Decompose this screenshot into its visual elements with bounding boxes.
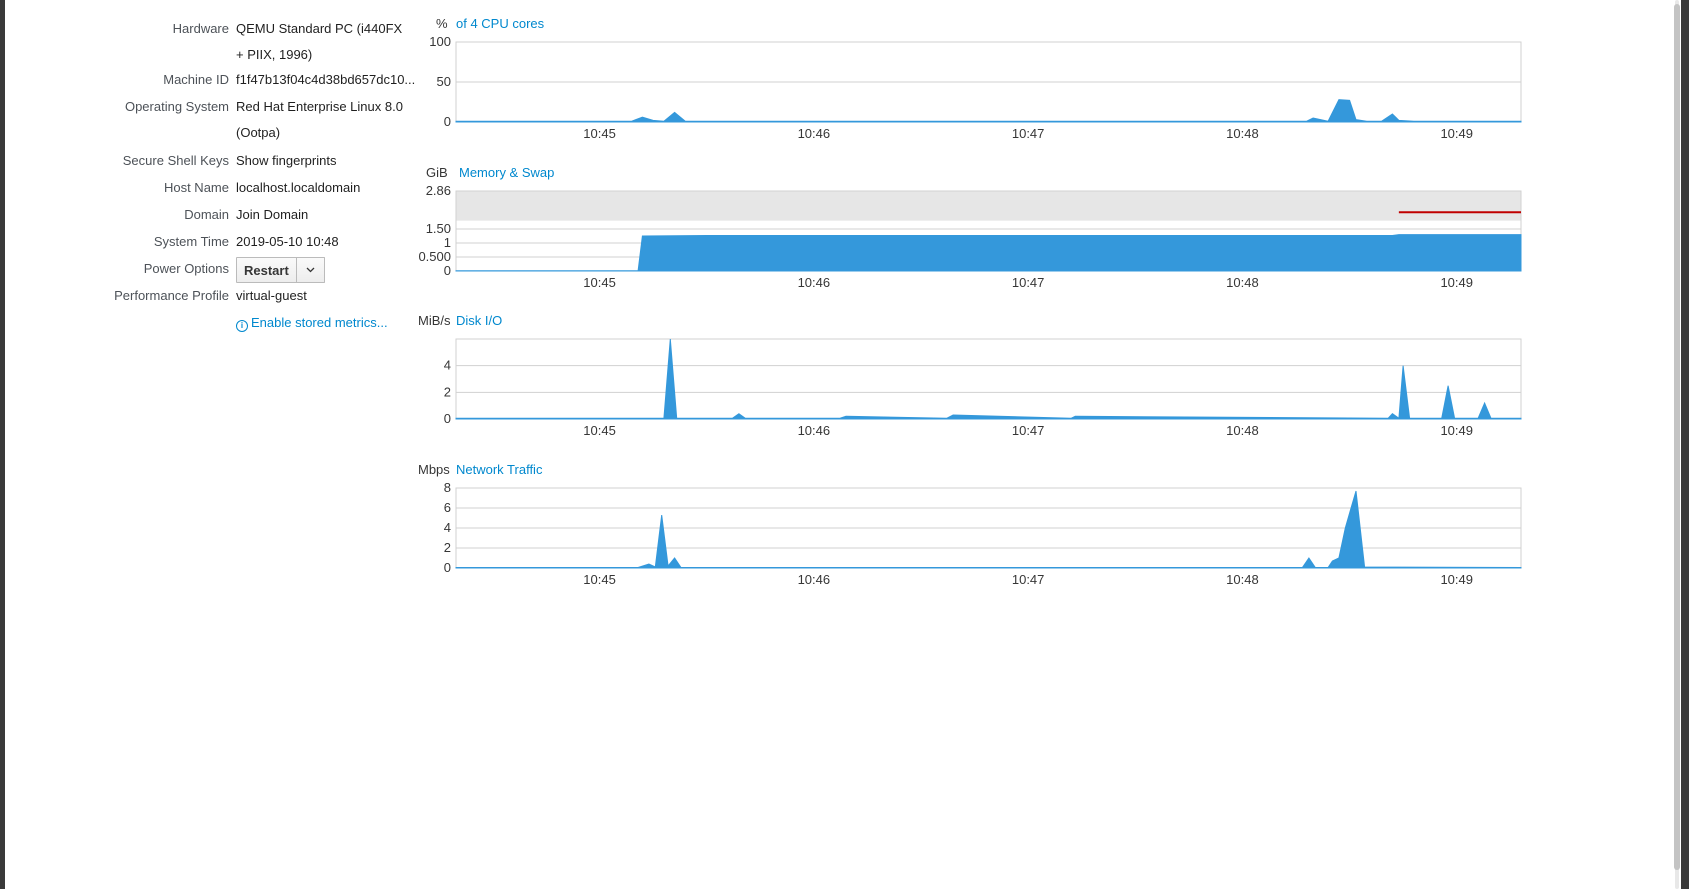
cpu-usage-chart: 0 50 100 10:45 10:46 10:47 10:48 10:49 [429,34,1522,141]
cockpit-overview-frame: Hardware QEMU Standard PC (i440FX + PIIX… [5,0,1681,889]
memory-swap-region [456,191,1521,221]
enable-stored-metrics-label: Enable stored metrics... [251,315,388,330]
cpu-y-tick-label: 0 [444,114,451,129]
network-x-tick-label: 10:48 [1226,572,1259,587]
cpu-x-tick-label: 10:45 [583,126,616,141]
cpu-unit-label: % [436,16,448,31]
join-domain-link[interactable]: Join Domain [236,207,309,222]
network-unit-label: Mbps [418,462,450,477]
power-options-row: Power Options Restart [5,256,425,286]
enable-stored-metrics-link[interactable]: i Enable stored metrics... [236,310,388,336]
network-y-tick-label: 6 [444,500,451,515]
power-options-button-group: Restart [236,257,325,283]
machine-id-row: Machine ID f1f47b13f04c4d38bd657dc10... [5,67,425,93]
system-time-row: System Time 2019-05-10 10:48 [5,229,425,255]
disk-y-tick-label: 4 [444,358,451,373]
memory-unit-label: GiB [426,165,448,180]
system-time-label: System Time [153,234,229,249]
domain-row: Domain Join Domain [5,202,425,228]
performance-profile-row: Performance Profile virtual-guest [5,283,425,309]
cpu-x-tick-label: 10:47 [1012,126,1045,141]
memory-graph-title-link[interactable]: Memory & Swap [459,165,555,180]
cpu-x-tick-label: 10:48 [1226,126,1259,141]
scrollbar-thumb[interactable] [1674,4,1680,870]
network-x-tick-label: 10:45 [583,572,616,587]
disk-graph-title-link[interactable]: Disk I/O [456,313,503,328]
machine-id-label: Machine ID [163,72,229,87]
show-fingerprints-link[interactable]: Show fingerprints [236,153,337,168]
restart-button[interactable]: Restart [236,257,297,283]
hardware-link[interactable]: QEMU Standard PC (i440FX + PIIX, 1996) [236,21,403,62]
memory-y-tick-label: 0 [444,263,451,278]
vertical-scrollbar[interactable] [1673,0,1681,889]
memory-series-area [455,234,1522,272]
cpu-y-tick-label: 50 [437,74,451,89]
cpu-graph-title-link[interactable]: of 4 CPU cores [456,16,545,31]
cpu-series-area [455,99,1522,123]
cpu-graph: % of 4 CPU cores 0 50 100 10:45 10:46 10:47 10… [415,16,1635,156]
disk-x-tick-label: 10:48 [1226,423,1259,438]
memory-x-tick-label: 10:49 [1440,275,1473,290]
ssh-keys-row: Secure Shell Keys Show fingerprints [5,148,425,174]
domain-label: Domain [184,207,229,222]
chevron-down-icon [306,267,315,272]
memory-x-tick-label: 10:45 [583,275,616,290]
disk-y-tick-label: 2 [444,384,451,399]
disk-unit-label: MiB/s [418,313,451,328]
system-time-link[interactable]: 2019-05-10 10:48 [236,234,339,249]
disk-x-tick-label: 10:49 [1440,423,1473,438]
disk-y-tick-label: 0 [444,411,451,426]
disk-io-chart: 0 2 4 10:45 10:46 10:47 10:48 10:49 [444,338,1522,438]
network-x-tick-label: 10:49 [1440,572,1473,587]
disk-x-tick-label: 10:45 [583,423,616,438]
network-y-tick-label: 2 [444,540,451,555]
memory-y-tick-label: 1.50 [426,221,451,236]
network-y-tick-label: 0 [444,560,451,575]
memory-x-tick-label: 10:46 [798,275,831,290]
info-circle-icon: i [236,320,248,332]
memory-y-tick-label: 1 [444,235,451,250]
power-options-label: Power Options [143,261,229,276]
performance-profile-label: Performance Profile [114,288,229,303]
memory-y-tick-label: 2.86 [426,183,451,198]
network-y-tick-label: 8 [444,480,451,495]
enable-metrics-row: i Enable stored metrics... [5,310,425,336]
disk-graph: MiB/s Disk I/O 0 2 4 10:45 10:46 10:47 10:48 10… [415,313,1635,453]
network-x-tick-label: 10:46 [798,572,831,587]
memory-y-tick-label: 0.500 [418,249,451,264]
disk-x-tick-label: 10:47 [1012,423,1045,438]
memory-x-tick-label: 10:47 [1012,275,1045,290]
power-options-dropdown-button[interactable] [296,257,325,283]
cpu-y-tick-label: 100 [429,34,451,49]
os-row: Operating System Red Hat Enterprise Linu… [5,94,425,146]
network-series-area [455,490,1522,569]
ssh-keys-label: Secure Shell Keys [122,153,229,168]
cpu-x-tick-label: 10:46 [798,126,831,141]
network-traffic-chart: 0 2 4 6 8 10:45 10:46 10:47 10:48 10:49 [444,480,1522,587]
disk-plot-frame [455,338,1522,420]
memory-x-tick-label: 10:48 [1226,275,1259,290]
cpu-x-tick-label: 10:49 [1440,126,1473,141]
performance-profile-link[interactable]: virtual-guest [236,288,307,303]
network-x-tick-label: 10:47 [1012,572,1045,587]
os-value: Red Hat Enterprise Linux 8.0 (Ootpa) [236,99,403,140]
network-graph-title-link[interactable]: Network Traffic [456,462,543,477]
host-name-row: Host Name localhost.localdomain [5,175,425,201]
network-y-tick-label: 4 [444,520,451,535]
disk-x-tick-label: 10:46 [798,423,831,438]
hardware-label: Hardware [172,21,229,36]
memory-graph: GiB Memory & Swap 0 0.500 1 1.50 2.86 10:45 10… [415,165,1635,305]
os-label: Operating System [124,99,229,114]
hardware-row: Hardware QEMU Standard PC (i440FX + PIIX… [5,16,425,68]
host-name-link[interactable]: localhost.localdomain [236,180,361,195]
host-name-label: Host Name [163,180,229,195]
network-graph: Mbps Network Traffic 0 2 4 6 8 10:45 10:46 10:4… [415,462,1635,602]
disk-series-area [455,338,1522,420]
machine-id-value: f1f47b13f04c4d38bd657dc10... [236,72,416,87]
